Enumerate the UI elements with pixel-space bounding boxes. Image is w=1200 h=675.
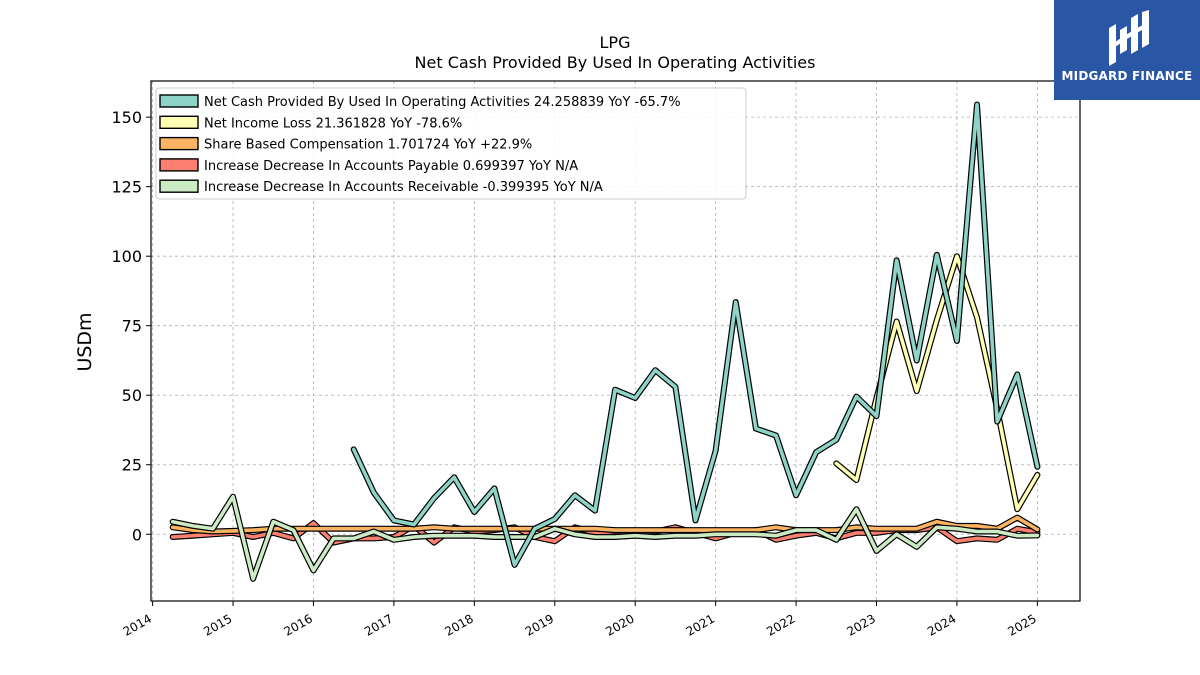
chart-subtitle: Net Cash Provided By Used In Operating A… [415, 53, 816, 72]
legend-label: Net Cash Provided By Used In Operating A… [204, 95, 681, 110]
y-tick-label: 100 [111, 247, 142, 266]
x-tick-label: 2017 [362, 611, 395, 638]
x-tick-label: 2014 [121, 611, 154, 638]
y-tick-label: 75 [122, 317, 142, 336]
legend-entries: Net Cash Provided By Used In Operating A… [159, 94, 681, 195]
brand-logo: MIDGARD FINANCE [1054, 0, 1200, 100]
legend-label: Net Income Loss 21.361828 YoY -78.6% [204, 116, 462, 131]
midgard-logo-icon [1109, 10, 1149, 66]
legend-swatch [159, 136, 199, 151]
x-tick-label: 2021 [684, 611, 717, 638]
series-lines [169, 101, 1041, 582]
legend-swatch [159, 158, 199, 172]
series-line [834, 254, 1040, 512]
y-tick-label: 150 [111, 108, 142, 127]
grid [151, 81, 1080, 601]
legend: Net Cash Provided By Used In Operating A… [155, 87, 747, 200]
chart-title: LPG [600, 33, 631, 52]
x-tick-label: 2024 [925, 611, 958, 638]
legend-label: Increase Decrease In Accounts Payable 0.… [204, 159, 578, 174]
legend-label: Increase Decrease In Accounts Receivable… [204, 180, 603, 195]
x-tick-label: 2018 [442, 611, 475, 638]
x-tick-label: 2015 [201, 611, 234, 638]
series-line [351, 102, 1040, 567]
legend-label: Share Based Compensation 1.701724 YoY +2… [204, 138, 532, 153]
plot-frame [150, 80, 1081, 602]
y-axis-label: USDm [74, 312, 96, 371]
legend-box [155, 87, 747, 200]
x-tick-label: 2020 [603, 611, 636, 638]
y-tick-label: 0 [132, 525, 142, 544]
y-tick-label: 125 [111, 178, 142, 197]
y-tick-label: 25 [122, 456, 142, 475]
series-line [170, 494, 1040, 581]
legend-swatch [159, 94, 199, 108]
y-tick-label: 50 [122, 386, 142, 405]
legend-swatch [159, 115, 199, 130]
x-tick-label: 2022 [764, 611, 797, 638]
legend-swatch [159, 179, 199, 193]
x-tick-label: 2025 [1005, 611, 1038, 638]
x-tick-label: 2016 [282, 611, 315, 638]
x-tick-label: 2023 [845, 611, 878, 638]
x-tick-label: 2019 [523, 611, 556, 638]
series-outline [833, 253, 1041, 513]
logo-text: MIDGARD FINANCE [1061, 69, 1193, 83]
series-line [170, 515, 1040, 534]
